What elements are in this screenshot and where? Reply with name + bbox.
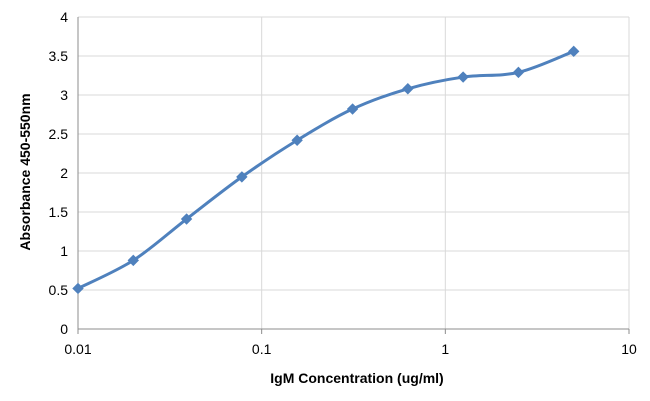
x-tick-label: 1	[441, 341, 449, 357]
x-tick-label: 10	[621, 341, 637, 357]
y-tick-label: 0.5	[49, 282, 69, 298]
x-axis-title: IgM Concentration (ug/ml)	[270, 370, 443, 386]
data-point-marker	[402, 83, 414, 95]
tick-labels: 0 0.5 1 1.5 2 2.5 3 3.5 4 0.01 0.1 1 10	[49, 9, 637, 357]
y-tick-label: 0	[60, 321, 68, 337]
data-point-marker	[457, 71, 469, 83]
x-tick-label: 0.01	[64, 341, 91, 357]
data-point-marker	[127, 254, 139, 267]
y-tick-label: 1.5	[49, 204, 69, 220]
gridlines	[78, 16, 630, 329]
data-point-marker	[291, 134, 303, 146]
series-line	[76, 49, 576, 290]
data-point-marker	[512, 66, 525, 79]
data-point-marker	[236, 171, 248, 183]
y-tick-label: 2	[60, 165, 68, 181]
y-tick-label: 2.5	[49, 126, 69, 142]
data-point-marker	[72, 282, 84, 295]
data-point-marker	[346, 103, 359, 115]
y-tick-label: 1	[60, 243, 68, 259]
y-tick-label: 4	[60, 9, 68, 25]
y-tick-label: 3.5	[49, 48, 69, 64]
data-point-marker	[568, 45, 580, 58]
data-point-marker	[180, 213, 193, 225]
y-tick-label: 3	[60, 87, 68, 103]
x-tick-label: 0.1	[252, 341, 272, 357]
y-axis-title: Absorbance 450-550nm	[17, 93, 33, 250]
data-series	[72, 45, 580, 295]
axes	[77, 17, 630, 334]
